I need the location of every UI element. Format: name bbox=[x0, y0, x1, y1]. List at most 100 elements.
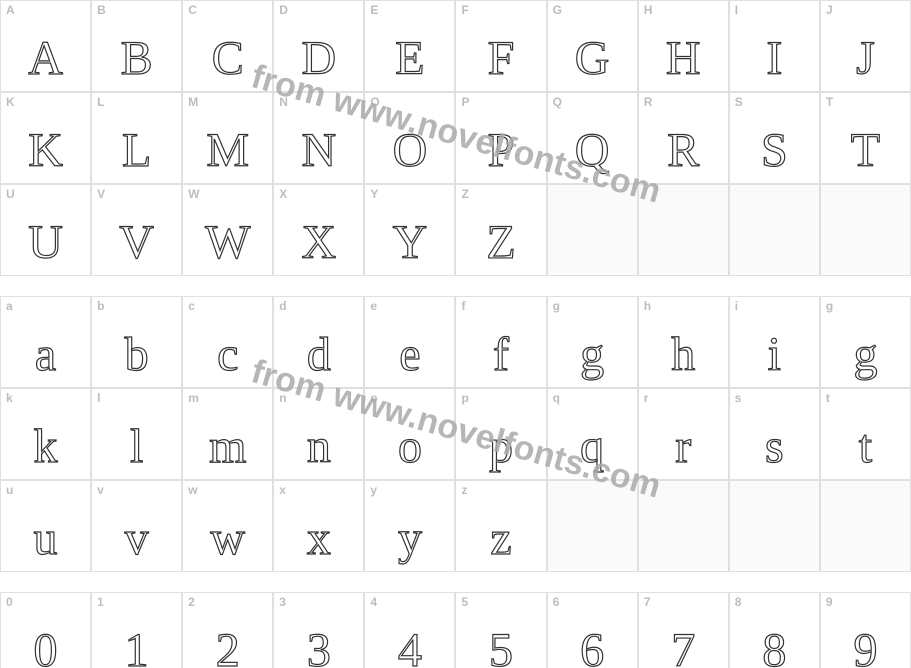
cell-glyph: s bbox=[765, 423, 784, 471]
empty-cell bbox=[638, 184, 729, 276]
cell-key: f bbox=[461, 299, 465, 313]
glyph-cell: TT bbox=[820, 92, 911, 184]
cell-glyph: F bbox=[488, 35, 515, 83]
cell-key: R bbox=[644, 95, 653, 109]
cell-glyph: V bbox=[119, 219, 154, 267]
cell-key: l bbox=[97, 391, 100, 405]
cell-glyph: z bbox=[490, 515, 511, 563]
glyph-cell: 44 bbox=[364, 592, 455, 668]
cell-glyph: 1 bbox=[125, 627, 149, 668]
cell-key: M bbox=[188, 95, 198, 109]
cell-glyph: E bbox=[395, 35, 424, 83]
glyph-cell: NN bbox=[273, 92, 364, 184]
glyph-cell: 77 bbox=[638, 592, 729, 668]
empty-cell bbox=[729, 184, 820, 276]
cell-glyph: A bbox=[28, 35, 63, 83]
cell-glyph: x bbox=[307, 515, 331, 563]
glyph-cell: yy bbox=[364, 480, 455, 572]
cell-key: t bbox=[826, 391, 830, 405]
cell-glyph: H bbox=[666, 35, 701, 83]
glyph-cell: 11 bbox=[91, 592, 182, 668]
glyph-cell: bb bbox=[91, 296, 182, 388]
cell-key: O bbox=[370, 95, 379, 109]
cell-glyph: 7 bbox=[671, 627, 695, 668]
cell-key: D bbox=[279, 3, 288, 17]
cell-glyph: C bbox=[212, 35, 244, 83]
cell-key: e bbox=[370, 299, 377, 313]
cell-glyph: 3 bbox=[307, 627, 331, 668]
cell-key: s bbox=[735, 391, 742, 405]
cell-key: v bbox=[97, 483, 104, 497]
cell-glyph: l bbox=[130, 423, 143, 471]
cell-glyph: R bbox=[667, 127, 699, 175]
grid-uppercase: AABBCCDDEEFFGGHHIIJJKKLLMMNNOOPPQQRRSSTT… bbox=[0, 0, 911, 276]
cell-key: i bbox=[735, 299, 738, 313]
empty-cell bbox=[547, 480, 638, 572]
cell-key: o bbox=[370, 391, 377, 405]
cell-key: 8 bbox=[735, 595, 742, 609]
cell-glyph: w bbox=[210, 515, 245, 563]
glyph-cell: PP bbox=[455, 92, 546, 184]
block-spacer bbox=[0, 276, 911, 296]
glyph-cell: YY bbox=[364, 184, 455, 276]
cell-key: h bbox=[644, 299, 651, 313]
glyph-cell: zz bbox=[455, 480, 546, 572]
cell-glyph: J bbox=[856, 35, 875, 83]
glyph-cell: pp bbox=[455, 388, 546, 480]
cell-glyph: o bbox=[398, 423, 422, 471]
cell-key: 4 bbox=[370, 595, 377, 609]
glyph-cell: SS bbox=[729, 92, 820, 184]
cell-glyph: S bbox=[761, 127, 788, 175]
cell-glyph: T bbox=[851, 127, 880, 175]
glyph-cell: ii bbox=[729, 296, 820, 388]
cell-key: Z bbox=[461, 187, 468, 201]
glyph-cell: CC bbox=[182, 0, 273, 92]
grid-digits: 00112233445566778899 bbox=[0, 592, 911, 668]
cell-key: I bbox=[735, 3, 738, 17]
cell-glyph: Q bbox=[575, 127, 610, 175]
cell-key: q bbox=[553, 391, 560, 405]
cell-key: a bbox=[6, 299, 13, 313]
glyph-cell: 99 bbox=[820, 592, 911, 668]
cell-glyph: b bbox=[125, 331, 149, 379]
cell-key: 1 bbox=[97, 595, 104, 609]
glyph-cell: ww bbox=[182, 480, 273, 572]
glyph-cell: 33 bbox=[273, 592, 364, 668]
cell-glyph: u bbox=[34, 515, 58, 563]
font-character-map: AABBCCDDEEFFGGHHIIJJKKLLMMNNOOPPQQRRSSTT… bbox=[0, 0, 911, 668]
glyph-cell: EE bbox=[364, 0, 455, 92]
empty-cell bbox=[547, 184, 638, 276]
cell-glyph: D bbox=[302, 35, 337, 83]
cell-glyph: 6 bbox=[580, 627, 604, 668]
glyph-cell: BB bbox=[91, 0, 182, 92]
glyph-cell: vv bbox=[91, 480, 182, 572]
glyph-cell: oo bbox=[364, 388, 455, 480]
cell-key: 2 bbox=[188, 595, 195, 609]
cell-key: 0 bbox=[6, 595, 13, 609]
cell-key: n bbox=[279, 391, 286, 405]
cell-glyph: a bbox=[35, 331, 56, 379]
glyph-cell: XX bbox=[273, 184, 364, 276]
glyph-cell: dd bbox=[273, 296, 364, 388]
cell-key: b bbox=[97, 299, 104, 313]
cell-glyph: g bbox=[853, 331, 877, 379]
glyph-cell: FF bbox=[455, 0, 546, 92]
glyph-cell: nn bbox=[273, 388, 364, 480]
cell-key: 7 bbox=[644, 595, 651, 609]
cell-key: k bbox=[6, 391, 13, 405]
cell-key: x bbox=[279, 483, 286, 497]
glyph-cell: mm bbox=[182, 388, 273, 480]
cell-glyph: K bbox=[28, 127, 63, 175]
cell-glyph: i bbox=[768, 331, 781, 379]
glyph-cell: ee bbox=[364, 296, 455, 388]
cell-glyph: B bbox=[121, 35, 153, 83]
glyph-cell: aa bbox=[0, 296, 91, 388]
cell-glyph: c bbox=[217, 331, 238, 379]
cell-key: X bbox=[279, 187, 287, 201]
cell-key: U bbox=[6, 187, 15, 201]
cell-key: u bbox=[6, 483, 13, 497]
cell-glyph: e bbox=[399, 331, 420, 379]
cell-key: K bbox=[6, 95, 15, 109]
cell-glyph: f bbox=[493, 331, 509, 379]
cell-glyph: p bbox=[489, 423, 513, 471]
